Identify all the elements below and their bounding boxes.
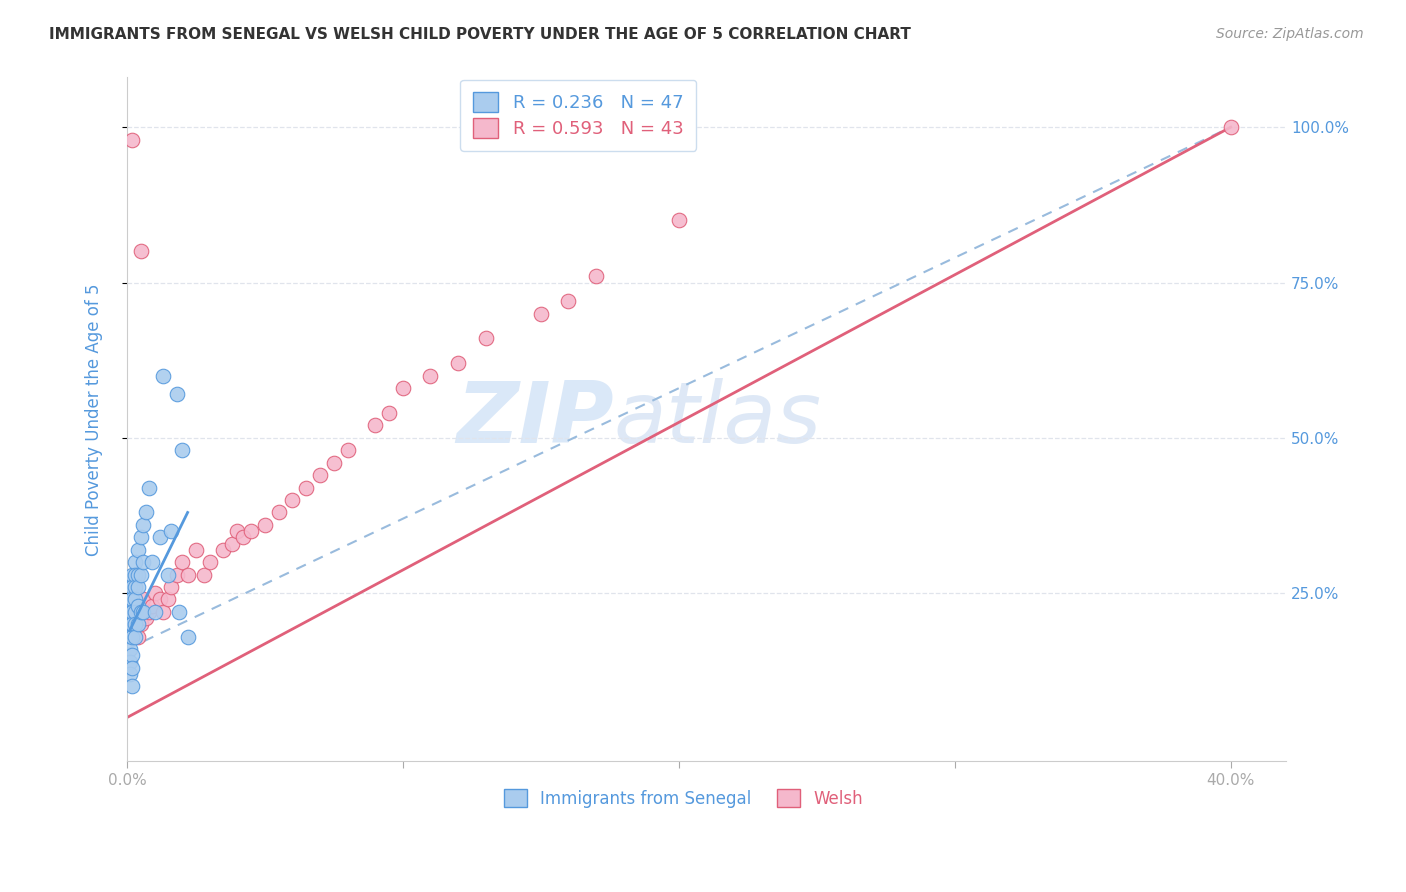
Point [157, 567, 180, 582]
Point [121, 592, 143, 607]
Point [1219, 120, 1241, 135]
Point [127, 599, 149, 613]
Text: IMMIGRANTS FROM SENEGAL VS WELSH CHILD POVERTY UNDER THE AGE OF 5 CORRELATION CH: IMMIGRANTS FROM SENEGAL VS WELSH CHILD P… [49, 27, 911, 42]
Text: atlas: atlas [613, 377, 821, 461]
Point [166, 567, 188, 582]
Point [585, 269, 607, 284]
Text: ZIP: ZIP [456, 377, 613, 461]
Point [160, 580, 183, 594]
Point [121, 680, 143, 694]
Point [193, 567, 215, 582]
Point [253, 517, 276, 532]
Point [378, 406, 401, 420]
Point [132, 592, 155, 607]
Point [121, 617, 143, 632]
Point [240, 524, 263, 538]
Point [124, 567, 146, 582]
Point [118, 605, 141, 619]
Point [132, 555, 155, 569]
Point [474, 331, 496, 345]
Point [118, 592, 141, 607]
Point [129, 605, 152, 619]
Point [141, 599, 163, 613]
Point [138, 481, 160, 495]
Point [149, 530, 172, 544]
Point [132, 605, 155, 619]
Point [141, 555, 163, 569]
Point [172, 443, 194, 458]
Point [212, 542, 235, 557]
Point [121, 132, 143, 146]
Point [232, 530, 254, 544]
Point [129, 244, 152, 259]
Legend: Immigrants from Senegal, Welsh: Immigrants from Senegal, Welsh [496, 782, 869, 814]
Point [127, 605, 149, 619]
Point [226, 524, 249, 538]
Point [127, 542, 149, 557]
Point [419, 368, 441, 383]
Point [267, 506, 290, 520]
Point [160, 524, 183, 538]
Point [129, 530, 152, 544]
Point [124, 617, 146, 632]
Point [118, 630, 141, 644]
Point [143, 586, 166, 600]
Point [118, 580, 141, 594]
Point [121, 580, 143, 594]
Point [121, 567, 143, 582]
Point [124, 555, 146, 569]
Point [668, 213, 690, 227]
Point [336, 443, 359, 458]
Point [135, 611, 157, 625]
Point [118, 655, 141, 669]
Point [309, 468, 332, 483]
Point [124, 605, 146, 619]
Point [447, 356, 470, 370]
Point [152, 368, 174, 383]
Y-axis label: Child Poverty Under the Age of 5: Child Poverty Under the Age of 5 [86, 283, 103, 556]
Point [132, 517, 155, 532]
Point [129, 567, 152, 582]
Point [118, 617, 141, 632]
Point [121, 630, 143, 644]
Point [392, 381, 415, 395]
Point [176, 567, 198, 582]
Point [157, 592, 180, 607]
Point [198, 555, 221, 569]
Point [135, 506, 157, 520]
Point [138, 605, 160, 619]
Point [129, 617, 152, 632]
Point [127, 617, 149, 632]
Point [166, 387, 188, 401]
Point [149, 592, 172, 607]
Point [124, 580, 146, 594]
Point [118, 642, 141, 657]
Point [124, 605, 146, 619]
Point [364, 418, 387, 433]
Point [176, 630, 198, 644]
Point [221, 536, 243, 550]
Point [127, 580, 149, 594]
Point [127, 630, 149, 644]
Point [124, 592, 146, 607]
Point [530, 307, 553, 321]
Point [118, 667, 141, 681]
Point [172, 555, 194, 569]
Point [121, 617, 143, 632]
Point [121, 661, 143, 675]
Point [295, 481, 318, 495]
Point [124, 630, 146, 644]
Point [127, 567, 149, 582]
Point [281, 493, 304, 508]
Point [121, 605, 143, 619]
Point [184, 542, 207, 557]
Text: Source: ZipAtlas.com: Source: ZipAtlas.com [1216, 27, 1364, 41]
Point [143, 605, 166, 619]
Point [557, 294, 579, 309]
Point [322, 456, 344, 470]
Point [152, 605, 174, 619]
Point [169, 605, 191, 619]
Point [121, 648, 143, 663]
